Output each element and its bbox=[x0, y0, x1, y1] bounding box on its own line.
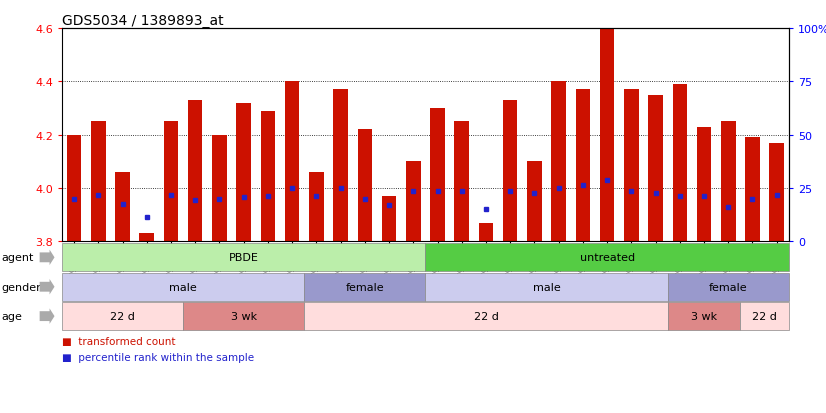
Text: ■  percentile rank within the sample: ■ percentile rank within the sample bbox=[62, 352, 254, 362]
Bar bbox=[721, 122, 735, 242]
Text: 22 d: 22 d bbox=[752, 311, 777, 321]
Text: ■  transformed count: ■ transformed count bbox=[62, 337, 175, 347]
Bar bbox=[576, 90, 590, 242]
Bar bbox=[236, 103, 251, 242]
Bar bbox=[212, 135, 226, 242]
Bar bbox=[188, 101, 202, 242]
Bar bbox=[527, 162, 542, 242]
Bar bbox=[382, 197, 396, 242]
Text: female: female bbox=[709, 282, 748, 292]
Bar bbox=[309, 173, 324, 242]
Bar bbox=[358, 130, 372, 242]
Bar bbox=[406, 162, 420, 242]
Bar bbox=[552, 82, 566, 242]
Text: PBDE: PBDE bbox=[229, 253, 259, 263]
Bar bbox=[91, 122, 106, 242]
Bar bbox=[164, 122, 178, 242]
Bar bbox=[479, 223, 493, 242]
Bar bbox=[648, 95, 662, 242]
Bar bbox=[600, 29, 615, 242]
Bar bbox=[745, 138, 760, 242]
Text: gender: gender bbox=[2, 282, 41, 292]
Bar bbox=[67, 135, 81, 242]
Text: 3 wk: 3 wk bbox=[230, 311, 257, 321]
Bar bbox=[624, 90, 638, 242]
Bar bbox=[770, 143, 784, 242]
Bar bbox=[672, 85, 687, 242]
Bar bbox=[503, 101, 517, 242]
Bar bbox=[697, 127, 711, 242]
Text: agent: agent bbox=[2, 253, 34, 263]
Text: age: age bbox=[2, 311, 22, 321]
Text: 3 wk: 3 wk bbox=[691, 311, 717, 321]
Bar bbox=[285, 82, 299, 242]
Text: male: male bbox=[533, 282, 560, 292]
Text: male: male bbox=[169, 282, 197, 292]
Bar bbox=[116, 173, 130, 242]
Bar bbox=[430, 109, 444, 242]
Text: 22 d: 22 d bbox=[110, 311, 135, 321]
Bar bbox=[261, 112, 275, 242]
Bar bbox=[454, 122, 469, 242]
Bar bbox=[334, 90, 348, 242]
Bar bbox=[140, 234, 154, 242]
Text: female: female bbox=[345, 282, 384, 292]
Text: 22 d: 22 d bbox=[473, 311, 498, 321]
Text: untreated: untreated bbox=[580, 253, 634, 263]
Text: GDS5034 / 1389893_at: GDS5034 / 1389893_at bbox=[62, 14, 224, 28]
